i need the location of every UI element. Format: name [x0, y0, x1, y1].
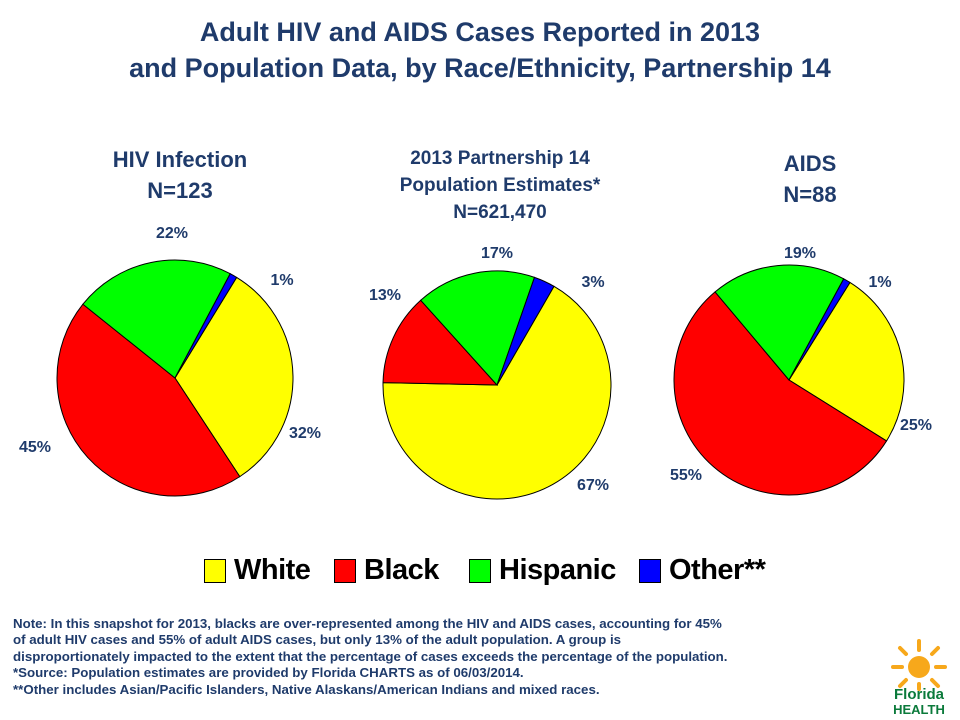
legend-label-white: White: [234, 554, 311, 586]
footnote-line: of adult HIV cases and 55% of adult AIDS…: [13, 632, 622, 648]
population-label-black: 13%: [369, 287, 401, 304]
population-label-other: 3%: [581, 274, 604, 291]
logo-text-health: HEALTH: [893, 702, 945, 717]
aids-title-line1: AIDS: [783, 151, 837, 176]
footnote-line: **Other includes Asian/Pacific Islanders…: [13, 681, 600, 697]
aids-label-other: 1%: [868, 274, 891, 291]
hiv-title-line1: HIV Infection: [112, 147, 248, 172]
footnote: Note: In this snapshot for 2013, blacks …: [13, 616, 893, 698]
florida-health-logo: Florida HEALTH: [891, 639, 947, 717]
population-slice-white: [382, 285, 612, 500]
legend-label-hispanic: Hispanic: [499, 554, 616, 586]
legend: White Black Hispanic Other**: [0, 554, 960, 590]
hiv-slice-white: [174, 276, 294, 478]
footnote-line: Note: In this snapshot for 2013, blacks …: [13, 616, 722, 631]
aids-label-white: 25%: [900, 417, 932, 434]
legend-swatch-other: [639, 558, 661, 583]
legend-item-other: Other**: [639, 554, 766, 587]
population-slice-black: [382, 299, 499, 386]
legend-label-other: Other**: [669, 554, 766, 586]
population-label-white: 67%: [577, 477, 609, 494]
hiv-chart-title: HIV Infection N=123: [60, 144, 300, 206]
population-label-hispanic: 17%: [481, 245, 513, 262]
hiv-label-other: 1%: [270, 272, 293, 289]
main-title-line2: and Population Data, by Race/Ethnicity, …: [129, 53, 831, 83]
aids-chart-title: AIDS N=88: [700, 148, 920, 210]
legend-swatch-hispanic: [469, 558, 491, 583]
population-chart-title: 2013 Partnership 14 Population Estimates…: [340, 145, 660, 226]
legend-item-hispanic: Hispanic: [469, 554, 616, 587]
hiv-slice-hispanic: [82, 259, 231, 379]
population-title-line1: 2013 Partnership 14: [410, 148, 590, 169]
aids-slice-hispanic: [714, 264, 845, 381]
legend-label-black: Black: [364, 554, 439, 586]
main-title-line1: Adult HIV and AIDS Cases Reported in 201…: [199, 17, 761, 47]
legend-swatch-black: [334, 558, 356, 583]
hiv-label-hispanic: 22%: [156, 225, 188, 242]
aids-slice-black: [673, 291, 888, 496]
population-title-line2: Population Estimates*: [399, 175, 601, 196]
hiv-slice-black: [56, 303, 241, 497]
aids-title-line2: N=88: [783, 182, 837, 207]
hiv-label-white: 32%: [289, 425, 321, 442]
logo-text-florida: Florida: [894, 686, 945, 703]
legend-swatch-white: [204, 558, 226, 583]
hiv-title-line2: N=123: [147, 178, 213, 203]
sun-icon: [891, 639, 947, 691]
aids-label-hispanic: 19%: [784, 245, 816, 262]
hiv-slice-other: [174, 273, 238, 379]
aids-label-black: 55%: [670, 467, 702, 484]
main-title: Adult HIV and AIDS Cases Reported in 201…: [0, 14, 960, 86]
footnote-line: *Source: Population estimates are provid…: [13, 665, 524, 681]
aids-slice-white: [788, 281, 905, 442]
population-slice-hispanic: [420, 270, 536, 386]
population-title-line3: N=621,470: [453, 202, 547, 223]
footnote-line: disproportionately impacted to the exten…: [13, 648, 728, 664]
aids-slice-other: [788, 278, 851, 381]
population-slice-other: [496, 276, 555, 386]
legend-item-black: Black: [334, 554, 439, 587]
legend-item-white: White: [204, 554, 311, 587]
hiv-label-black: 45%: [19, 439, 51, 456]
